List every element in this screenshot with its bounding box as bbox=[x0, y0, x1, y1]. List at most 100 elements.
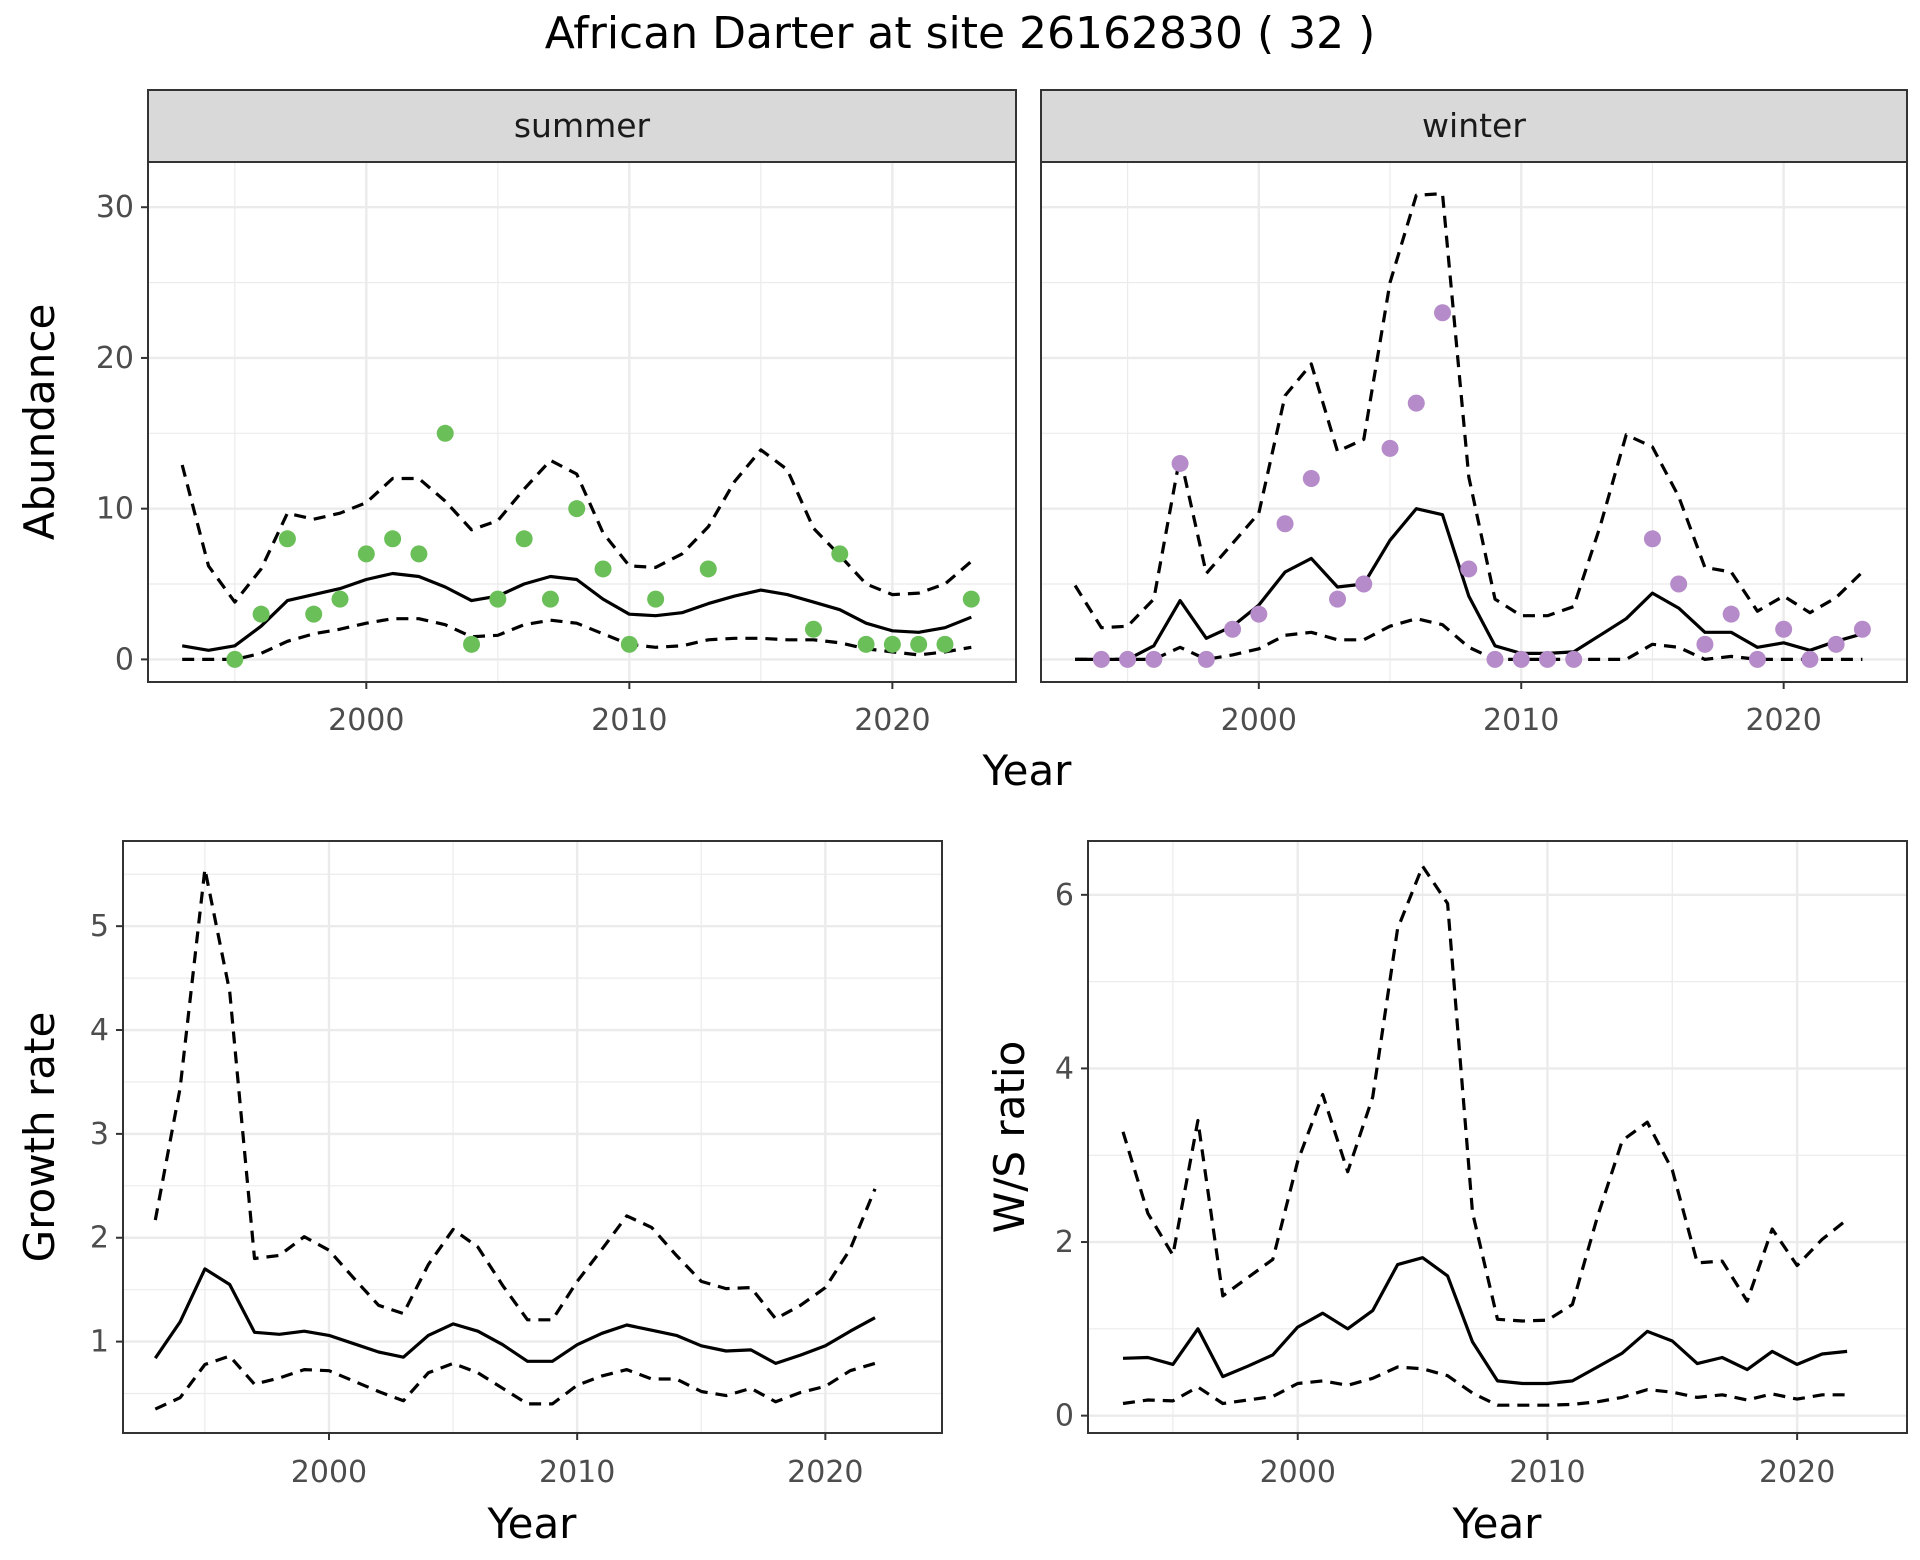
x-tick-label: 2020 bbox=[1745, 703, 1821, 738]
data-point bbox=[410, 545, 428, 563]
x-tick-label: 2000 bbox=[291, 1455, 367, 1490]
data-point bbox=[936, 635, 954, 653]
data-point bbox=[1276, 515, 1294, 533]
panel-border bbox=[1087, 840, 1908, 1434]
data-point bbox=[831, 545, 849, 563]
data-point bbox=[1145, 650, 1163, 668]
data-point bbox=[1748, 650, 1766, 668]
y-tick-label: 6 bbox=[1055, 878, 1074, 913]
data-point bbox=[1643, 530, 1661, 548]
data-point bbox=[357, 545, 375, 563]
data-point bbox=[1512, 650, 1530, 668]
interval-line bbox=[153, 867, 877, 1322]
panel-border bbox=[122, 840, 943, 1434]
facet-strip bbox=[147, 89, 1017, 163]
facet-strip-label: summer bbox=[514, 106, 651, 145]
y-tick-label: 4 bbox=[90, 1013, 109, 1048]
estimate-line bbox=[1122, 1256, 1848, 1386]
interval-line bbox=[1121, 864, 1849, 1323]
interval-line bbox=[1122, 1365, 1848, 1407]
data-point bbox=[1119, 650, 1137, 668]
x-tick-label: 2010 bbox=[1483, 703, 1559, 738]
data-point bbox=[252, 605, 270, 623]
data-point bbox=[1355, 575, 1373, 593]
data-point bbox=[1722, 605, 1740, 623]
interval-line bbox=[154, 1354, 876, 1411]
estimate-line bbox=[1075, 507, 1863, 661]
data-point bbox=[226, 650, 244, 668]
y-tick-label: 2 bbox=[1055, 1225, 1074, 1260]
data-point bbox=[1250, 605, 1268, 623]
interval-line bbox=[1075, 617, 1863, 661]
data-point bbox=[883, 635, 901, 653]
x-tick-label: 2010 bbox=[591, 703, 667, 738]
x-tick-label: 2010 bbox=[1509, 1455, 1585, 1490]
data-point bbox=[463, 635, 481, 653]
estimate-line bbox=[181, 571, 972, 652]
x-axis-title: Year bbox=[982, 746, 1073, 795]
panel-background bbox=[123, 841, 942, 1433]
x-tick-label: 2020 bbox=[854, 703, 930, 738]
x-tick-label: 2000 bbox=[1221, 703, 1297, 738]
x-tick-label: 2000 bbox=[1260, 1455, 1336, 1490]
interval-line bbox=[180, 448, 973, 604]
y-tick-label: 3 bbox=[90, 1117, 109, 1152]
x-tick-label: 2020 bbox=[1759, 1455, 1835, 1490]
x-tick-label: 2000 bbox=[328, 703, 404, 738]
data-point bbox=[384, 530, 402, 548]
y-axis-title: Growth rate bbox=[15, 1012, 64, 1263]
data-point bbox=[1171, 454, 1189, 472]
facet-strip bbox=[1040, 89, 1908, 163]
y-tick-label: 2 bbox=[90, 1221, 109, 1256]
data-point bbox=[489, 590, 507, 608]
data-point bbox=[1092, 650, 1110, 668]
data-point bbox=[1827, 635, 1845, 653]
data-point bbox=[1486, 650, 1504, 668]
interval-line bbox=[1073, 192, 1864, 630]
data-point bbox=[1775, 620, 1793, 638]
ws-ratio-panel: 2000 2010 2020 0 2 4 6 W/S ratio Year bbox=[985, 840, 1908, 1548]
data-point bbox=[804, 620, 822, 638]
data-point bbox=[1565, 650, 1583, 668]
growth-rate-panel: 2000 2010 2020 1 2 3 4 5 Growth rate Year bbox=[15, 840, 943, 1548]
data-point bbox=[1696, 635, 1714, 653]
panel-background bbox=[1041, 162, 1907, 682]
chart-title: African Darter at site 26162830 ( 32 ) bbox=[545, 8, 1376, 59]
data-point bbox=[910, 635, 928, 653]
facet-strip-label: winter bbox=[1422, 106, 1526, 145]
data-point bbox=[647, 590, 665, 608]
data-point bbox=[699, 560, 717, 578]
data-point bbox=[515, 530, 533, 548]
data-point bbox=[857, 635, 875, 653]
data-point bbox=[594, 560, 612, 578]
y-tick-label: 0 bbox=[115, 642, 134, 677]
y-tick-label: 1 bbox=[90, 1325, 109, 1360]
data-point bbox=[1302, 470, 1320, 488]
data-point bbox=[1224, 620, 1242, 638]
data-point bbox=[331, 590, 349, 608]
data-point bbox=[1381, 439, 1399, 457]
x-tick-label: 2020 bbox=[787, 1455, 863, 1490]
y-tick-label: 10 bbox=[96, 492, 134, 527]
x-axis-title: Year bbox=[487, 1499, 578, 1548]
data-point bbox=[1538, 650, 1556, 668]
y-tick-label: 30 bbox=[96, 190, 134, 225]
x-tick-label: 2010 bbox=[539, 1455, 615, 1490]
data-point bbox=[620, 635, 638, 653]
y-axis-title: W/S ratio bbox=[985, 1041, 1034, 1234]
x-axis-title: Year bbox=[1452, 1499, 1543, 1548]
y-tick-label: 4 bbox=[1055, 1051, 1074, 1086]
data-point bbox=[436, 424, 454, 442]
data-point bbox=[1460, 560, 1478, 578]
y-tick-label: 5 bbox=[90, 909, 109, 944]
data-point bbox=[278, 530, 296, 548]
data-point bbox=[1197, 650, 1215, 668]
y-tick-label: 20 bbox=[96, 341, 134, 376]
data-point bbox=[1329, 590, 1347, 608]
estimate-line bbox=[153, 1267, 876, 1365]
data-point bbox=[1801, 650, 1819, 668]
facet-panel-summer: summer 2000 2010 2020 0 10 20 30 bbox=[96, 89, 1017, 738]
data-point bbox=[568, 500, 586, 518]
data-point bbox=[1434, 304, 1452, 322]
